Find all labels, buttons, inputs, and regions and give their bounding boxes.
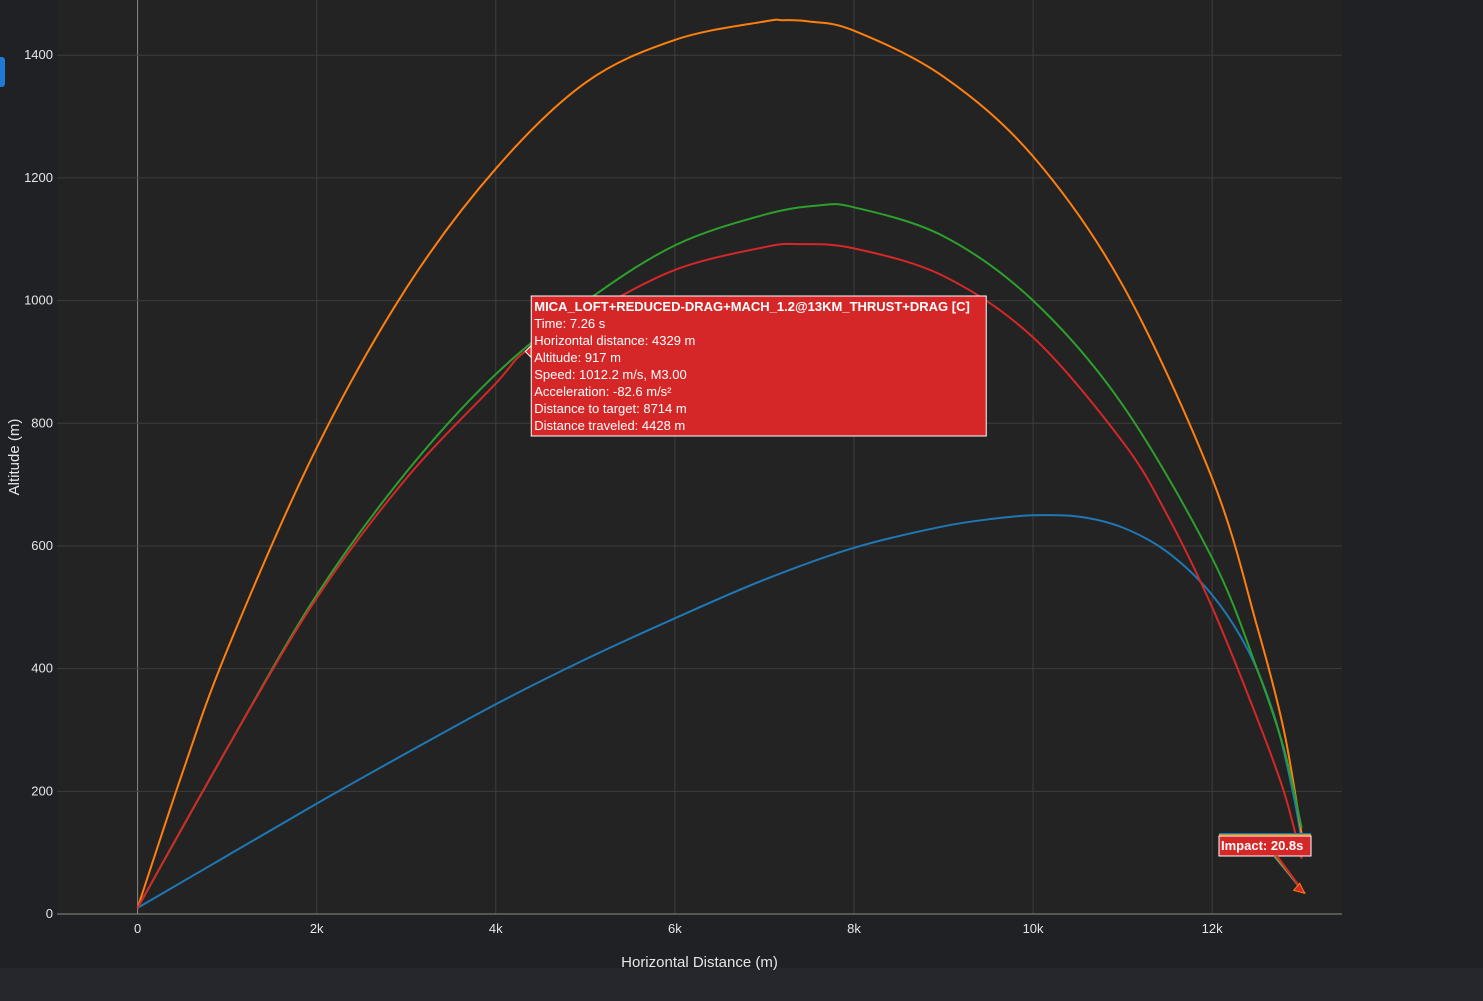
y-tick-label: 400	[31, 661, 53, 676]
series-line-2	[136, 18, 1303, 909]
y-tick-label: 200	[31, 783, 53, 798]
tooltip-line: Horizontal distance: 4329 m	[534, 333, 695, 348]
x-axis-title: Horizontal Distance (m)	[621, 954, 778, 971]
y-tick-label: 600	[31, 538, 53, 553]
series-layer	[136, 18, 1303, 909]
x-tick-label: 2k	[310, 921, 324, 936]
x-tick-label: 4k	[489, 921, 503, 936]
tooltip-box	[530, 295, 987, 437]
impact-arrow-head	[1292, 882, 1306, 895]
tooltip-line: Distance traveled: 4428 m	[534, 418, 685, 433]
impact-label-box	[1218, 835, 1312, 857]
tooltip-line: Distance to target: 8714 m	[534, 401, 686, 416]
series-line-4	[136, 242, 1303, 909]
bottom-toolbar-band	[0, 968, 1483, 1001]
tooltip-line: Speed: 1012.2 m/s, M3.00	[534, 367, 686, 382]
x-tick-label: 12k	[1202, 921, 1223, 936]
side-panel-handle[interactable]	[0, 57, 5, 87]
tooltip-title: MICA_LOFT+REDUCED-DRAG+MACH_1.2@13KM_THR…	[534, 299, 970, 314]
y-tick-label: 1200	[24, 170, 53, 185]
y-tick-label: 800	[31, 415, 53, 430]
x-tick-label: 10k	[1023, 921, 1044, 936]
x-tick-label: 6k	[668, 921, 682, 936]
series-line-3	[136, 203, 1303, 909]
y-tick-label: 1400	[24, 47, 53, 62]
x-tick-label: 0	[134, 921, 141, 936]
tooltip-line: Altitude: 917 m	[534, 350, 621, 365]
y-tick-label: 0	[46, 906, 53, 921]
tick-labels: 0 2k 4k 6k 8k 10k 12k 0 200 400 600 800 1000 1200 1400	[24, 47, 1223, 936]
impact-label-text: Impact: 20.8s	[1221, 838, 1303, 853]
y-axis-title: Altitude (m)	[6, 419, 23, 496]
plot-background	[57, 0, 1342, 914]
annotation-layer: MICA_LOFT+REDUCED-DRAG+MACH_1.2@13KM_THR…	[524, 295, 1312, 895]
tooltip-line: Acceleration: -82.6 m/s²	[534, 384, 672, 399]
tooltip-line: Time: 7.26 s	[534, 316, 606, 331]
y-tick-label: 1000	[24, 293, 53, 308]
x-tick-label: 8k	[847, 921, 861, 936]
series-line-1	[137, 514, 1303, 909]
